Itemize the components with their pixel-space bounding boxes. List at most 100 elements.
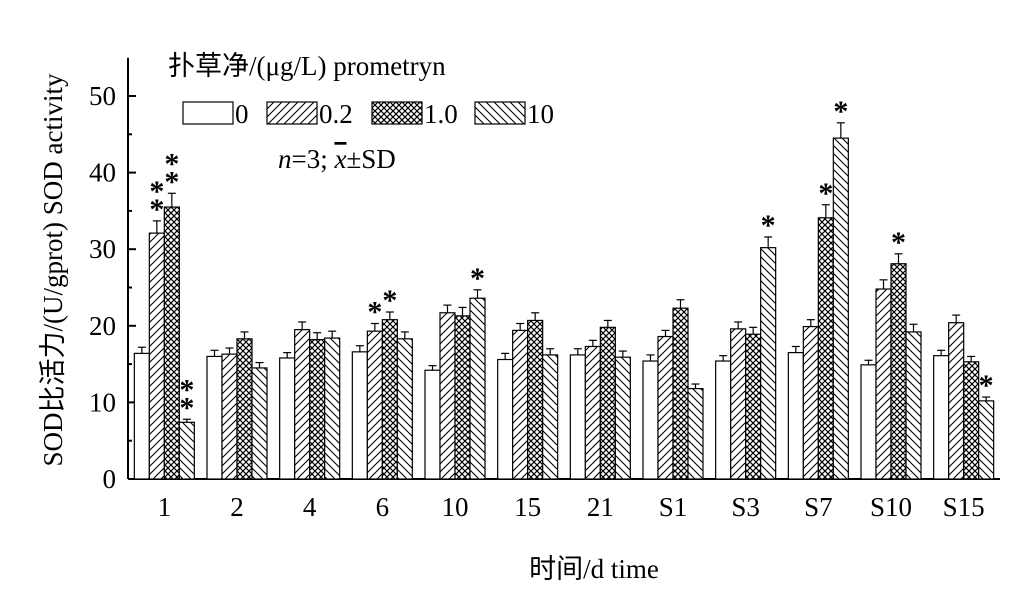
bar: [148, 232, 165, 480]
bar: [497, 358, 514, 480]
legend-items: 0 0.2 1.0 10: [182, 99, 554, 129]
legend-note: n=3; x±SD: [278, 144, 396, 174]
legend-label: 1.0: [424, 99, 458, 129]
significance-star: *: [979, 369, 994, 402]
bar: [469, 297, 486, 480]
bar: [890, 263, 907, 480]
significance-star: *: [818, 177, 833, 210]
legend-note-sd: ±SD: [346, 144, 395, 174]
bar: [381, 319, 398, 480]
bar: [817, 217, 834, 480]
x-tick-label: S7: [804, 492, 833, 522]
bar: [599, 326, 616, 480]
y-axis-title: SOD比活力/(U/gprot) SOD activity: [38, 73, 68, 466]
y-tick-label: 20: [89, 311, 116, 341]
bar: [687, 388, 704, 480]
legend-label: 10: [527, 99, 554, 129]
x-tick-label: 21: [587, 492, 614, 522]
bar: [178, 421, 195, 480]
bar: [527, 319, 544, 480]
bar: [787, 352, 804, 480]
bar: [542, 354, 559, 480]
x-tick-label: S10: [870, 492, 912, 522]
bar: [875, 288, 892, 480]
bar: [832, 137, 849, 480]
bar: [948, 322, 965, 480]
significance-star: *: [149, 175, 164, 208]
legend-note-rest: =3;: [292, 144, 335, 174]
bar: [163, 206, 180, 480]
x-tick-label: 4: [303, 492, 317, 522]
bar: [569, 354, 586, 480]
bar: [802, 325, 819, 480]
y-tick-label: 50: [89, 81, 116, 111]
bar: [396, 338, 413, 480]
bar: [351, 351, 368, 480]
bar: [294, 329, 311, 480]
significance-star: *: [891, 226, 906, 259]
x-tick-label: 10: [442, 492, 469, 522]
legend-label: 0: [235, 99, 249, 129]
x-tick-label: S3: [731, 492, 760, 522]
x-tick-label: S1: [659, 492, 688, 522]
legend-swatch: [474, 101, 526, 125]
bar: [309, 338, 326, 480]
legend-title: 扑草净/(μg/L) prometryn: [168, 51, 446, 81]
bar: [512, 329, 529, 480]
bar: [715, 360, 732, 480]
bar: [439, 312, 456, 480]
bar: [236, 338, 253, 480]
bar: [978, 400, 995, 480]
x-tick-label: 15: [514, 492, 541, 522]
y-tick-label: 10: [89, 387, 116, 417]
legend-swatch: [266, 101, 318, 125]
x-axis-title: 时间/d time: [529, 554, 659, 584]
significance-star: *: [149, 193, 164, 226]
bar: [366, 330, 383, 480]
x-tick-label: 6: [376, 492, 390, 522]
y-tick-label: 30: [89, 234, 116, 264]
bar: [905, 331, 922, 480]
y-tick-label: 40: [89, 158, 116, 188]
bar: [730, 328, 747, 480]
legend-note-n: n: [278, 144, 292, 174]
bar: [424, 369, 441, 480]
significance-star: *: [179, 391, 194, 424]
bar: [221, 353, 238, 480]
bar: [614, 356, 631, 480]
legend: 扑草净/(μg/L) prometryn 0 0.2 1.0 10 n=3; x±SD: [168, 51, 554, 174]
legend-swatch: [371, 101, 423, 125]
significance-star: *: [382, 284, 397, 317]
bar: [279, 357, 296, 480]
x-tick-label: S15: [943, 492, 985, 522]
significance-star: *: [164, 147, 179, 180]
bar: [642, 360, 659, 480]
bar: [133, 352, 150, 480]
bar: [760, 247, 777, 480]
legend-note-xbar: x: [333, 144, 346, 174]
bar: [860, 364, 877, 480]
bar: [584, 345, 601, 480]
x-tick-label: 2: [230, 492, 244, 522]
significance-star: *: [164, 165, 179, 198]
significance-star: *: [367, 296, 382, 329]
bar: [206, 355, 223, 480]
legend-label: 0.2: [319, 99, 353, 129]
significance-star: *: [761, 209, 776, 242]
bar: [251, 367, 268, 480]
significance-star: *: [833, 95, 848, 128]
bar: [657, 335, 674, 480]
bar: [745, 333, 762, 480]
significance-star: *: [470, 262, 485, 295]
x-tick-label: 1: [158, 492, 172, 522]
bar: [963, 361, 980, 480]
y-tick-label: 0: [103, 464, 117, 494]
bar: [324, 337, 341, 480]
significance-star: *: [179, 373, 194, 406]
bar: [672, 307, 689, 480]
bar: [454, 315, 471, 480]
bar: [933, 355, 950, 480]
legend-swatch: [182, 101, 234, 125]
